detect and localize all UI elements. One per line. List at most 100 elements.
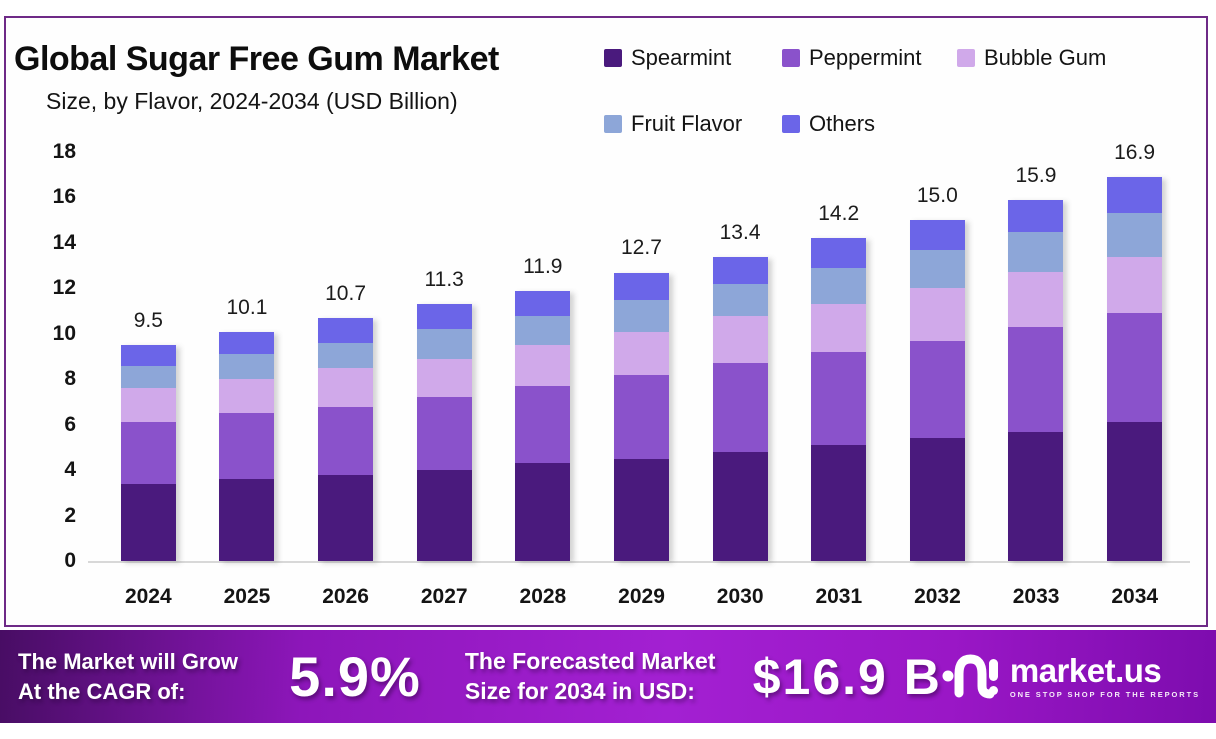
bar-segment-bubble-gum bbox=[1107, 256, 1163, 314]
bar-column-2028: 11.9 bbox=[515, 152, 571, 561]
y-axis-tick-label: 0 bbox=[64, 549, 76, 572]
bar-segment-spearmint bbox=[120, 483, 176, 561]
bar-segment-bubble-gum bbox=[1008, 272, 1064, 327]
bar-segment-fruit-flavor bbox=[909, 249, 965, 289]
bar-segment-bubble-gum bbox=[318, 367, 374, 407]
marketus-squiggle-icon bbox=[942, 648, 1000, 705]
bar-segment-spearmint bbox=[1107, 422, 1163, 561]
bar-column-2025: 10.1 bbox=[219, 152, 275, 561]
footer-banner: The Market will Grow At the CAGR of: 5.9… bbox=[0, 630, 1216, 723]
x-axis-label-2032: 2032 bbox=[914, 585, 961, 608]
legend-item-peppermint: Peppermint bbox=[782, 45, 957, 71]
bar-total-label: 12.7 bbox=[621, 236, 662, 260]
x-axis-label-2033: 2033 bbox=[1012, 585, 1060, 608]
x-axis-labels: 2024 2025 2026 2027 2028 2029 2030 2031 2032 2033… bbox=[99, 585, 1184, 609]
bar-segment-fruit-flavor bbox=[416, 329, 472, 359]
y-axis-tick-label: 2 bbox=[64, 503, 76, 527]
y-axis-tick-label: 12 bbox=[52, 276, 76, 300]
bar-segment-spearmint bbox=[811, 445, 867, 561]
bar-column-2032: 15.0 bbox=[909, 152, 965, 561]
marketus-logo-name: market.us bbox=[1009, 652, 1162, 690]
cagr-value: 5.9% bbox=[289, 645, 421, 708]
bar-segment-peppermint bbox=[120, 422, 176, 484]
bar-column-2024: 9.5 bbox=[120, 152, 176, 561]
page-title: Global Sugar Free Gum Market bbox=[14, 40, 499, 78]
forecast-caption: The Forecasted Market Size for 2034 in U… bbox=[465, 647, 753, 707]
bar-segment-fruit-flavor bbox=[1008, 231, 1064, 273]
x-axis-label-2025: 2025 bbox=[223, 585, 271, 608]
bar-segment-others bbox=[811, 238, 867, 268]
legend-item-fruit-flavor: Fruit Flavor bbox=[604, 111, 782, 137]
bar-segment-others bbox=[613, 272, 669, 300]
bar-segment-peppermint bbox=[712, 363, 768, 452]
bar-segment-peppermint bbox=[1008, 327, 1064, 432]
y-axis-tick-label: 6 bbox=[64, 412, 76, 436]
x-axis-label-2031: 2031 bbox=[815, 585, 863, 608]
bar-segment-bubble-gum bbox=[613, 331, 669, 375]
x-axis-label-2027: 2027 bbox=[420, 585, 468, 608]
bar-total-label: 13.4 bbox=[719, 220, 761, 244]
bar-plot-area: 9.5 10.1 10.7 11.3 11.9 12.7 13.4 14.2 15.0 15.9 1… bbox=[99, 141, 1184, 561]
bar-segment-others bbox=[1008, 199, 1064, 232]
bar-segment-others bbox=[712, 256, 768, 284]
legend-swatch-icon bbox=[782, 49, 800, 67]
bar-stack bbox=[515, 290, 571, 561]
bar-segment-fruit-flavor bbox=[712, 283, 768, 316]
legend-swatch-icon bbox=[782, 115, 800, 133]
bar-segment-peppermint bbox=[219, 413, 275, 480]
bar-total-label: 14.2 bbox=[818, 202, 860, 226]
bar-column-2030: 13.4 bbox=[712, 152, 768, 561]
forecast-value: $16.9 B bbox=[752, 648, 942, 705]
legend-item-spearmint: Spearmint bbox=[604, 45, 782, 71]
bar-total-label: 15.9 bbox=[1015, 163, 1057, 187]
bar-column-2033: 15.9 bbox=[1008, 152, 1064, 561]
bar-segment-bubble-gum bbox=[712, 315, 768, 364]
bar-segment-fruit-flavor bbox=[120, 365, 176, 389]
bar-total-label: 10.7 bbox=[325, 281, 366, 305]
y-axis-tick-label: 14 bbox=[52, 230, 76, 254]
bar-segment-bubble-gum bbox=[811, 304, 867, 352]
bar-segment-fruit-flavor bbox=[219, 354, 275, 380]
legend-label: Bubble Gum bbox=[984, 45, 1107, 70]
legend-label: Others bbox=[809, 111, 876, 136]
bar-segment-fruit-flavor bbox=[318, 342, 374, 368]
legend-swatch-icon bbox=[604, 115, 622, 133]
bar-segment-peppermint bbox=[416, 397, 472, 471]
bar-segment-spearmint bbox=[416, 470, 472, 561]
cagr-caption-line1: The Market will Grow bbox=[18, 649, 239, 675]
bar-segment-bubble-gum bbox=[515, 345, 571, 387]
bar-column-2027: 11.3 bbox=[416, 152, 472, 561]
bar-stack bbox=[416, 304, 472, 561]
bar-segment-others bbox=[416, 304, 472, 330]
cagr-caption-line2: At the CAGR of: bbox=[18, 678, 186, 704]
legend-item-bubble-gum: Bubble Gum bbox=[957, 45, 1106, 71]
y-axis-tick-label: 18 bbox=[52, 140, 76, 164]
legend-item-others: Others bbox=[782, 111, 957, 137]
bar-segment-others bbox=[515, 290, 571, 316]
bar-stack bbox=[1008, 199, 1064, 561]
bar-segment-peppermint bbox=[811, 352, 867, 446]
x-axis-label-2029: 2029 bbox=[618, 585, 665, 608]
bar-total-label: 11.9 bbox=[523, 254, 563, 278]
bar-segment-bubble-gum bbox=[219, 379, 275, 414]
legend-label: Spearmint bbox=[631, 45, 732, 70]
y-axis-tick-label: 8 bbox=[64, 367, 76, 391]
x-axis-label-2024: 2024 bbox=[124, 585, 172, 608]
bar-column-2029: 12.7 bbox=[613, 152, 669, 561]
x-axis-baseline bbox=[88, 561, 1190, 563]
bar-segment-spearmint bbox=[712, 451, 768, 561]
bar-segment-peppermint bbox=[515, 386, 571, 464]
legend-label: Peppermint bbox=[809, 45, 922, 70]
bar-segment-others bbox=[318, 317, 374, 343]
marketus-logo: market.us ONE STOP SHOP FOR THE REPORTS bbox=[942, 648, 1200, 705]
bar-segment-spearmint bbox=[909, 438, 965, 561]
x-axis-label-2026: 2026 bbox=[322, 585, 369, 608]
legend-swatch-icon bbox=[604, 49, 622, 67]
bar-segment-others bbox=[909, 220, 965, 250]
bar-segment-others bbox=[219, 331, 275, 355]
bar-stack bbox=[909, 220, 965, 561]
bar-segment-fruit-flavor bbox=[515, 315, 571, 346]
bar-stack bbox=[219, 331, 275, 561]
bar-segment-spearmint bbox=[318, 474, 374, 561]
